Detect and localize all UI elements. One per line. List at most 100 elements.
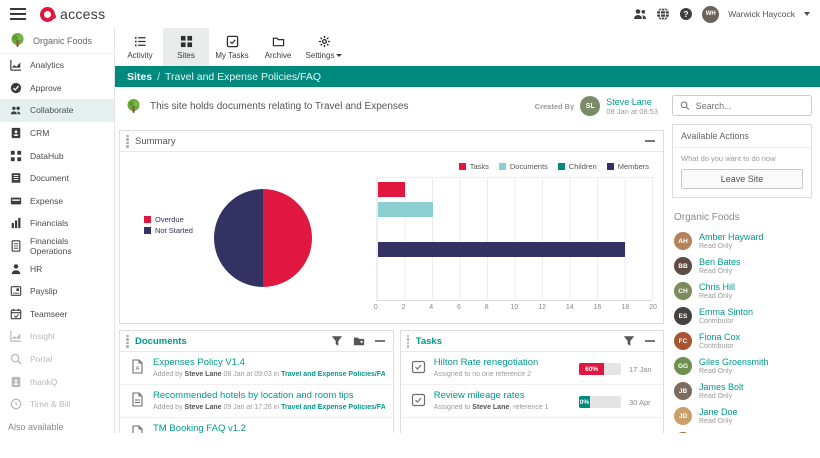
document-author[interactable]: Steve Lane bbox=[184, 404, 222, 411]
sidebar-item-teamseer[interactable]: Teamseer bbox=[0, 303, 114, 326]
document-location-link[interactable]: Travel and Expense Policies/FAQ bbox=[281, 371, 385, 378]
sidebar-item-analytics[interactable]: Analytics bbox=[0, 54, 114, 77]
breadcrumb-sites-link[interactable]: Sites bbox=[127, 70, 153, 83]
app-window: access ? WH Warwick Haycock Organic Food… bbox=[0, 5, 820, 433]
sidebar-item-approve[interactable]: Approve bbox=[0, 77, 114, 100]
minimize-icon[interactable] bbox=[645, 140, 655, 142]
task-link[interactable]: Hilton Rate renegotiation bbox=[433, 357, 539, 368]
sidebar-item-thankq[interactable]: thankQ bbox=[0, 370, 114, 393]
tab-archive[interactable]: Archive bbox=[255, 28, 301, 66]
minimize-icon[interactable] bbox=[645, 340, 655, 342]
sidebar-item-payslip[interactable]: Payslip bbox=[0, 280, 114, 303]
leave-site-button[interactable]: Leave Site bbox=[681, 169, 803, 189]
sidebar-item-financials[interactable]: Financials bbox=[0, 212, 114, 235]
member-name[interactable]: Ben Bates bbox=[699, 257, 741, 267]
member-name[interactable]: Emma Sinton bbox=[699, 307, 754, 317]
svg-text:?: ? bbox=[684, 9, 689, 19]
member-name[interactable]: Amber Hayward bbox=[699, 232, 764, 242]
collaborate-people-icon bbox=[10, 104, 22, 116]
member-name[interactable]: Chris Hill bbox=[699, 282, 735, 292]
member-avatar[interactable]: GG bbox=[674, 357, 692, 375]
member-name[interactable]: Giles Groensmith bbox=[699, 357, 769, 367]
search-box[interactable] bbox=[672, 95, 812, 116]
member-name[interactable]: Fiona Cox bbox=[699, 332, 741, 342]
minimize-icon[interactable] bbox=[374, 340, 385, 342]
members-list: AH Amber Hayward Read Only BB Ben Bates Re… bbox=[672, 229, 812, 433]
sidebar-item-financials-operations[interactable]: Financials Operations bbox=[0, 235, 114, 258]
member-avatar[interactable]: BB bbox=[674, 257, 692, 275]
member-role: Read Only bbox=[699, 393, 733, 400]
member-avatar[interactable]: JD bbox=[674, 407, 692, 425]
globe-icon[interactable] bbox=[656, 7, 670, 21]
sidebar-item-time-and-bill[interactable]: Time & Bill bbox=[0, 393, 114, 416]
document-location-link[interactable]: Travel and Expense Policies/FAQ bbox=[281, 404, 385, 411]
created-by-label: Created By bbox=[534, 101, 575, 111]
users-icon[interactable] bbox=[633, 7, 647, 21]
site-description: This site holds documents relating to Tr… bbox=[150, 100, 409, 112]
bar-x-axis: 0 2 4 6 8 10 12 14 16 18 20 bbox=[373, 304, 657, 311]
breadcrumb-current: Travel and Expense Policies/FAQ bbox=[165, 70, 322, 83]
summary-pie-chart: Overdue Not Started bbox=[130, 160, 376, 316]
tab-settings[interactable]: Settings bbox=[301, 28, 347, 66]
drag-handle-icon[interactable] bbox=[126, 334, 130, 348]
member-row: JB James Bolt Read Only bbox=[672, 379, 812, 404]
summary-bar-chart: Tasks Documents Children Members 0 2 4 6 8 10 12 1… bbox=[373, 160, 657, 316]
member-name[interactable]: Jane Doe bbox=[699, 407, 738, 417]
task-link[interactable]: Review mileage rates bbox=[433, 390, 525, 401]
activity-list-icon bbox=[134, 35, 147, 48]
sidebar-item-label: thankQ bbox=[30, 376, 58, 387]
tab-label: My Tasks bbox=[215, 50, 249, 60]
filter-icon[interactable] bbox=[623, 335, 635, 347]
member-avatar[interactable]: FC bbox=[674, 332, 692, 350]
member-avatar[interactable]: JB bbox=[674, 382, 692, 400]
member-avatar[interactable]: AH bbox=[674, 232, 692, 250]
member-avatar[interactable]: CH bbox=[674, 282, 692, 300]
add-folder-icon[interactable] bbox=[353, 335, 365, 347]
task-assignee[interactable]: Steve Lane bbox=[472, 404, 510, 411]
sidebar-item-label: Expense bbox=[30, 195, 64, 206]
sidebar-item-label: Insight bbox=[30, 331, 56, 342]
org-switcher[interactable]: Organic Foods bbox=[0, 28, 114, 54]
filter-icon[interactable] bbox=[331, 335, 343, 347]
member-avatar[interactable]: JT bbox=[674, 432, 692, 433]
user-name[interactable]: Warwick Haycock bbox=[728, 9, 795, 19]
sidebar-item-collaborate[interactable]: Collaborate bbox=[0, 99, 114, 122]
member-name[interactable]: James Bolt bbox=[699, 382, 744, 392]
pie-legend-item: Overdue bbox=[144, 215, 208, 224]
creator-name[interactable]: Steve Lane bbox=[606, 96, 652, 107]
help-icon[interactable]: ? bbox=[679, 7, 693, 21]
sidebar-item-insight[interactable]: Insight bbox=[0, 325, 114, 348]
drag-handle-icon[interactable] bbox=[406, 334, 411, 348]
document-archive-icon bbox=[10, 172, 22, 184]
user-avatar[interactable]: WH bbox=[702, 5, 720, 23]
task-progress-label: 0% bbox=[579, 396, 590, 408]
pie-chart bbox=[214, 189, 312, 287]
bar-legend: Tasks Documents Children Members bbox=[376, 162, 653, 171]
document-link[interactable]: TM Booking FAQ v1.2 bbox=[153, 423, 246, 433]
document-link[interactable]: Expenses Policy V1.4 bbox=[153, 357, 245, 368]
tab-activity[interactable]: Activity bbox=[117, 28, 163, 66]
creator-avatar[interactable]: SL bbox=[580, 96, 601, 116]
sidebar-item-datahub[interactable]: DataHub bbox=[0, 144, 114, 167]
sidebar-item-label: Analytics bbox=[30, 60, 65, 71]
sidebar-item-portal[interactable]: Portal bbox=[0, 348, 114, 371]
document-link[interactable]: Recommended hotels by location and room … bbox=[153, 390, 354, 401]
tab-sites[interactable]: Sites bbox=[163, 28, 209, 66]
document-author[interactable]: Steve Lane bbox=[184, 371, 222, 378]
search-input[interactable] bbox=[695, 100, 804, 111]
hamburger-menu-icon[interactable] bbox=[10, 8, 26, 20]
member-row: CH Chris Hill Read Only bbox=[672, 279, 812, 304]
analytics-icon bbox=[10, 59, 22, 72]
drag-handle-icon[interactable] bbox=[126, 134, 130, 148]
tab-my-tasks[interactable]: My Tasks bbox=[209, 28, 255, 66]
sidebar-item-hr[interactable]: HR bbox=[0, 257, 114, 280]
chevron-down-icon[interactable] bbox=[804, 12, 810, 16]
sidebar-item-crm[interactable]: CRM bbox=[0, 122, 114, 145]
bar-legend-item: Members bbox=[606, 162, 649, 171]
sidebar-item-label: Payslip bbox=[30, 286, 58, 297]
my-tasks-check-icon bbox=[226, 35, 239, 48]
crm-book-icon bbox=[10, 127, 22, 139]
member-avatar[interactable]: ES bbox=[674, 307, 692, 325]
sidebar-item-document[interactable]: Document bbox=[0, 167, 114, 190]
sidebar-item-expense[interactable]: Expense bbox=[0, 190, 114, 213]
